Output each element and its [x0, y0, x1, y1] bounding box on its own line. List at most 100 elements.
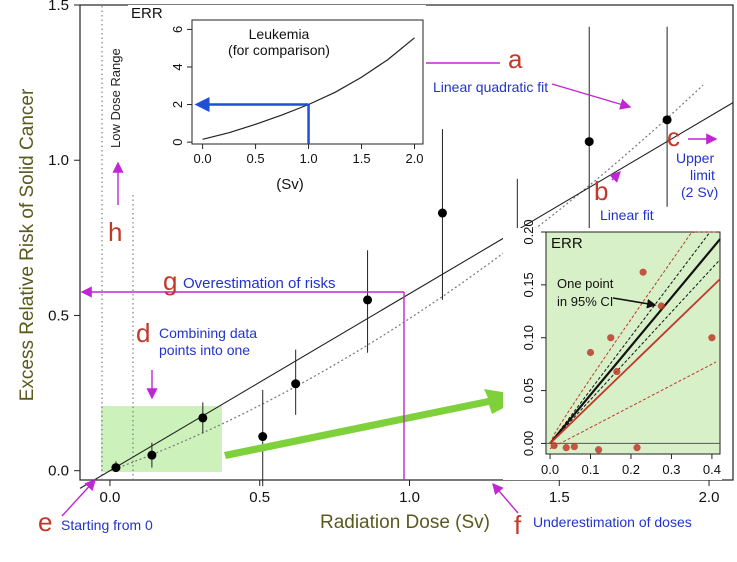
zoom-note-arrow	[612, 297, 657, 309]
zoom-y-tick-label: 0.15	[521, 272, 536, 297]
annotation-h-letter: h	[108, 217, 122, 247]
annotation-d-text-1: Combining data	[159, 325, 257, 341]
annotation-c-text-2: limit	[690, 167, 715, 183]
leukemia-x-tick-label: 1.0	[300, 151, 318, 166]
zoom-data-point	[595, 446, 603, 454]
leukemia-curve	[202, 37, 415, 140]
main-axis-ticks: 0.0 0.5 1.0 1.5 2.0 0.0 0.5 1.0 1.5	[48, 0, 719, 506]
zoom-x-tick-label: 0.4	[703, 462, 721, 477]
data-point	[147, 450, 157, 460]
y-tick-label: 1.5	[48, 0, 69, 14]
zoom-data-point	[613, 367, 621, 376]
annotation-d-text-2: points into one	[159, 342, 250, 358]
leukemia-x-tick-label: 0.5	[247, 151, 265, 166]
leukemia-x-tick-label: 0.0	[194, 151, 212, 166]
zoom-data-point	[607, 334, 615, 342]
zoom-note-line-2: in 95% CI	[557, 294, 613, 309]
main-x-axis-title: Radiation Dose (Sv)	[320, 512, 490, 533]
y-tick-label: 0.0	[48, 463, 69, 480]
leukemia-y-tick-label: 4	[170, 63, 185, 70]
zoom-y-axis-title: ERR	[551, 235, 583, 252]
leukemia-y-tick-label: 0	[170, 139, 185, 146]
zoom-data-point	[639, 268, 647, 276]
low-dose-zoom-inset: 0.0 0.1 0.2 0.3 0.40.000.050.100.150.20 ERR …	[503, 219, 722, 480]
zoom-x-tick-label: 0.0	[541, 462, 559, 477]
zoom-x-tick-label: 0.2	[622, 462, 640, 477]
zoom-red-fit	[549, 278, 721, 445]
zoom-data-point	[657, 302, 665, 310]
main-plot: 0.0 0.5 1.0 1.5 2.0 0.0 0.5 1.0 1.5 Excess Relat…	[17, 0, 734, 533]
leukemia-y-axis-title: ERR	[131, 5, 163, 22]
main-y-axis-title: Excess Relative Risk of Solid Cancer	[17, 88, 38, 401]
leukemia-y-tick-label: 2	[170, 101, 185, 108]
leukemia-y-tick-label: 6	[170, 26, 185, 33]
y-tick-label: 0.5	[48, 307, 69, 324]
leukemia-inset-title-2: (for comparison)	[228, 42, 330, 58]
data-point	[291, 379, 301, 389]
x-tick-label: 0.5	[249, 489, 270, 506]
annotation-d-letter: d	[136, 318, 150, 348]
zoom-data-point	[633, 444, 641, 452]
zoom-y-tick-label: 0.20	[521, 219, 536, 244]
zoom-x-tick-label: 0.1	[581, 462, 599, 477]
annotation-e-arrow	[61, 478, 96, 517]
annotation-a-arrow-right	[551, 83, 632, 110]
zoom-data-point	[708, 334, 716, 342]
zoom-y-tick-label: 0.10	[521, 325, 536, 350]
data-point	[363, 295, 373, 305]
data-point	[662, 115, 672, 125]
leukemia-x-axis-title: (Sv)	[276, 176, 304, 193]
zoom-fit-lines	[546, 231, 721, 450]
zoom-axis-ticks: 0.0 0.1 0.2 0.3 0.4 0.00 0.05 0.10 0.15 0.20	[521, 219, 721, 477]
zoom-black-ci-upper	[549, 231, 711, 444]
leukemia-axis-ticks: 0.0 0.5 1.0 1.5 2.0 0 2 4 6	[170, 26, 424, 166]
annotation-g-text: Overestimation of risks	[183, 275, 336, 292]
annotation-b-text: Linear fit	[600, 207, 654, 223]
zoom-x-tick-label: 0.3	[662, 462, 680, 477]
data-point	[198, 413, 208, 423]
data-point	[584, 137, 594, 147]
linear-fit-line	[79, 102, 734, 489]
annotation-e-letter: e	[38, 507, 52, 537]
zoom-black-ci-lower	[549, 259, 721, 444]
annotation-f-text: Underestimation of doses	[533, 514, 692, 530]
annotation-f-arrow	[492, 482, 519, 514]
annotation-a-letter: a	[508, 44, 523, 74]
data-point	[111, 463, 121, 473]
y-tick-label: 1.0	[48, 152, 69, 169]
annotation-b-letter: b	[594, 176, 608, 206]
linear-quadratic-fit-line	[109, 84, 704, 472]
zoom-green-arrow	[224, 389, 526, 459]
zoom-red-ci-upper	[549, 231, 716, 444]
zoom-y-tick-label: 0.05	[521, 378, 536, 403]
annotation-a-text: Linear quadratic fit	[433, 79, 548, 95]
annotation-labels: a Linear quadratic fit b Linear fit c Up…	[38, 44, 718, 540]
leukemia-x-tick-label: 2.0	[405, 151, 423, 166]
data-point	[437, 208, 447, 218]
zoom-note-line-1: One point	[557, 276, 614, 291]
data-point	[258, 432, 268, 442]
low-dose-range-label: Low Dose Range	[108, 48, 123, 148]
zoom-data-point	[586, 348, 595, 357]
annotation-f-letter: f	[514, 510, 522, 540]
annotation-e-text: Starting from 0	[61, 517, 153, 533]
zoom-data-point	[562, 444, 570, 452]
zoom-red-ci-lower	[549, 361, 717, 450]
annotation-b-arrow	[609, 171, 621, 183]
x-tick-label: 0.0	[100, 489, 121, 506]
zoom-data-point	[550, 441, 558, 450]
annotation-c-text-1: Upper	[676, 150, 714, 166]
x-tick-label: 1.5	[549, 489, 570, 506]
annotation-c-text-3: (2 Sv)	[681, 184, 718, 200]
leukemia-inset-title-1: Leukemia	[249, 26, 310, 42]
leukemia-inset: 0.0 0.5 1.0 1.5 2.0 0 2 4 6 Leukemia (for compar…	[128, 5, 426, 195]
leukemia-inset-background	[128, 5, 426, 195]
zoom-black-fit	[549, 238, 721, 445]
leukemia-x-tick-label: 1.5	[353, 151, 371, 166]
zoom-data-points	[550, 268, 716, 454]
zoom-data-point	[570, 443, 578, 451]
annotation-c-letter: c	[667, 122, 680, 152]
zoom-y-tick-label: 0.00	[521, 431, 536, 456]
x-tick-label: 2.0	[699, 489, 720, 506]
